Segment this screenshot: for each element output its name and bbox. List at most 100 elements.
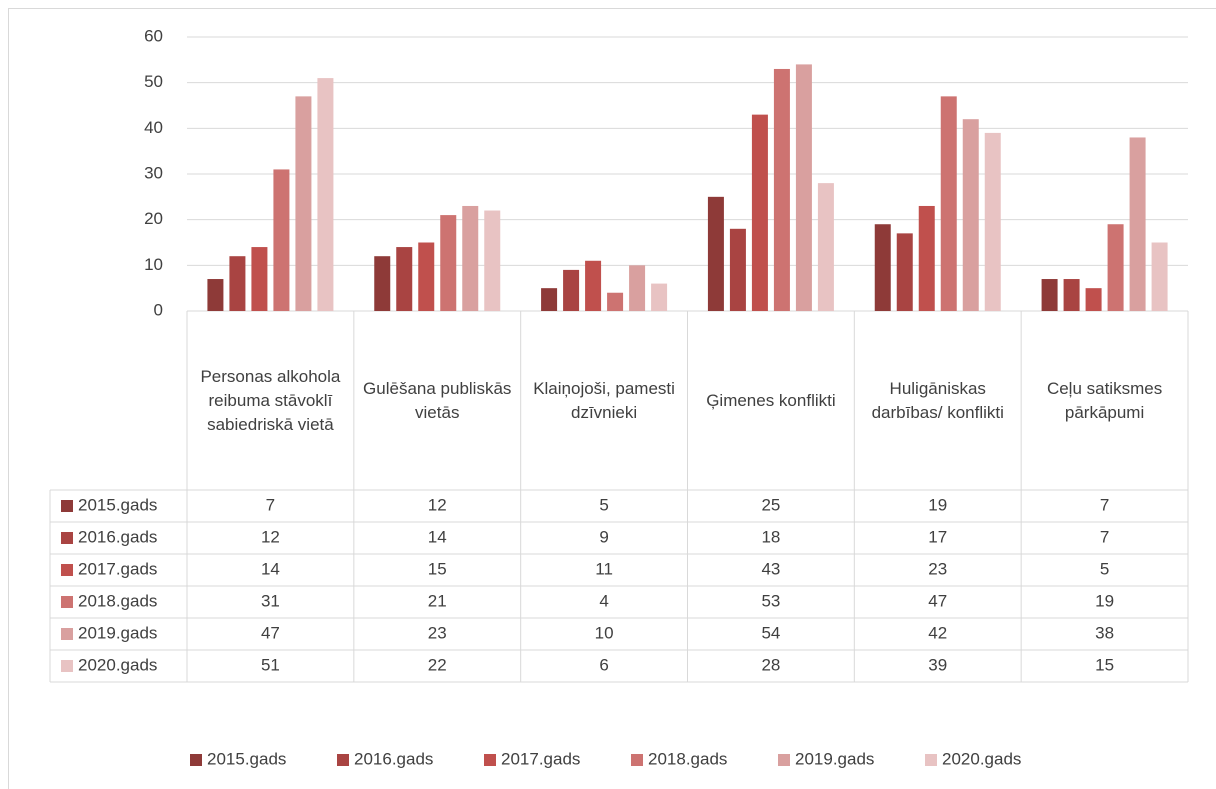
bar bbox=[651, 283, 668, 311]
table-cell: 7 bbox=[1100, 495, 1109, 514]
legend-label: 2016.gads bbox=[354, 749, 433, 768]
table-cell: 43 bbox=[761, 559, 780, 578]
bar bbox=[1085, 288, 1102, 311]
bar bbox=[585, 260, 602, 311]
table-cell: 6 bbox=[599, 655, 608, 674]
table-cell: 17 bbox=[928, 527, 947, 546]
legend-swatch bbox=[631, 754, 643, 766]
table-cell: 14 bbox=[428, 527, 447, 546]
y-tick-label: 10 bbox=[144, 255, 163, 274]
bar bbox=[295, 96, 312, 311]
table-cell: 21 bbox=[428, 591, 447, 610]
legend-swatch bbox=[925, 754, 937, 766]
bar bbox=[462, 205, 479, 311]
y-tick-label: 20 bbox=[144, 209, 163, 228]
bar bbox=[940, 96, 957, 311]
table-cell: 5 bbox=[599, 495, 608, 514]
legend-swatch bbox=[61, 660, 73, 672]
chart-border bbox=[8, 8, 1216, 789]
bar bbox=[1151, 242, 1168, 311]
legend-swatch bbox=[61, 596, 73, 608]
bar bbox=[1063, 279, 1080, 311]
legend-label: 2020.gads bbox=[942, 749, 1021, 768]
legend-swatch bbox=[190, 754, 202, 766]
bar bbox=[440, 215, 457, 311]
table-row-label: 2015.gads bbox=[78, 495, 157, 514]
table-row-label: 2017.gads bbox=[78, 559, 157, 578]
bar bbox=[541, 288, 558, 311]
bar bbox=[1041, 279, 1058, 311]
table-cell: 4 bbox=[599, 591, 608, 610]
table-cell: 54 bbox=[761, 623, 780, 642]
bar bbox=[707, 196, 724, 311]
legend-swatch bbox=[484, 754, 496, 766]
legend-swatch bbox=[61, 532, 73, 544]
x-tick-label: Gulēšana publiskās vietās bbox=[363, 379, 512, 422]
legend-swatch bbox=[61, 500, 73, 512]
x-tick-label: Huligāniskas darbības/ konflikti bbox=[871, 379, 1004, 422]
table-cell: 23 bbox=[928, 559, 947, 578]
y-tick-label: 30 bbox=[144, 163, 163, 182]
legend-swatch bbox=[61, 564, 73, 576]
table-row-label: 2018.gads bbox=[78, 591, 157, 610]
table-cell: 19 bbox=[928, 495, 947, 514]
bar bbox=[874, 224, 891, 311]
y-tick-label: 50 bbox=[144, 72, 163, 91]
legend-label: 2018.gads bbox=[648, 749, 727, 768]
bar bbox=[396, 247, 413, 311]
bar bbox=[484, 210, 501, 311]
table-cell: 51 bbox=[261, 655, 280, 674]
table-cell: 47 bbox=[261, 623, 280, 642]
x-tick-label: Ceļu satiksmes pārkāpumi bbox=[1046, 379, 1163, 422]
table-cell: 23 bbox=[428, 623, 447, 642]
legend-label: 2017.gads bbox=[501, 749, 580, 768]
bar bbox=[751, 114, 768, 311]
bar bbox=[1107, 224, 1124, 311]
bar bbox=[962, 119, 979, 311]
table-cell: 42 bbox=[928, 623, 947, 642]
bar bbox=[563, 269, 580, 311]
bar bbox=[418, 242, 435, 311]
table-cell: 7 bbox=[266, 495, 275, 514]
table-row-label: 2016.gads bbox=[78, 527, 157, 546]
bar bbox=[773, 68, 790, 311]
bar bbox=[817, 183, 834, 311]
legend-swatch bbox=[61, 628, 73, 640]
table-cell: 12 bbox=[428, 495, 447, 514]
bar bbox=[317, 78, 334, 311]
table-cell: 31 bbox=[261, 591, 280, 610]
table-cell: 25 bbox=[761, 495, 780, 514]
bar bbox=[896, 233, 913, 311]
table-cell: 22 bbox=[428, 655, 447, 674]
y-tick-label: 40 bbox=[144, 118, 163, 137]
table-cell: 10 bbox=[595, 623, 614, 642]
bar bbox=[984, 132, 1001, 311]
legend-label: 2019.gads bbox=[795, 749, 874, 768]
table-cell: 39 bbox=[928, 655, 947, 674]
bar bbox=[607, 292, 624, 311]
x-tick-label: Personas alkohola reibuma stāvoklī sabie… bbox=[200, 367, 341, 434]
table-cell: 19 bbox=[1095, 591, 1114, 610]
table-cell: 9 bbox=[599, 527, 608, 546]
bar bbox=[795, 64, 812, 312]
bar bbox=[918, 205, 935, 311]
bar bbox=[374, 256, 391, 311]
bar bbox=[229, 256, 246, 311]
bar bbox=[273, 169, 290, 311]
table-cell: 47 bbox=[928, 591, 947, 610]
x-tick-label: Ģimenes konflikti bbox=[706, 391, 836, 410]
x-tick-label: Klaiņojoši, pamesti dzīvnieki bbox=[533, 379, 675, 422]
y-tick-label: 60 bbox=[144, 26, 163, 45]
table-cell: 18 bbox=[761, 527, 780, 546]
table-row-label: 2020.gads bbox=[78, 655, 157, 674]
table-cell: 5 bbox=[1100, 559, 1109, 578]
table-row-label: 2019.gads bbox=[78, 623, 157, 642]
legend-label: 2015.gads bbox=[207, 749, 286, 768]
table-cell: 53 bbox=[761, 591, 780, 610]
legend-swatch bbox=[778, 754, 790, 766]
y-tick-label: 0 bbox=[154, 300, 163, 319]
table-cell: 15 bbox=[428, 559, 447, 578]
bar bbox=[251, 247, 268, 311]
bar bbox=[729, 228, 746, 311]
